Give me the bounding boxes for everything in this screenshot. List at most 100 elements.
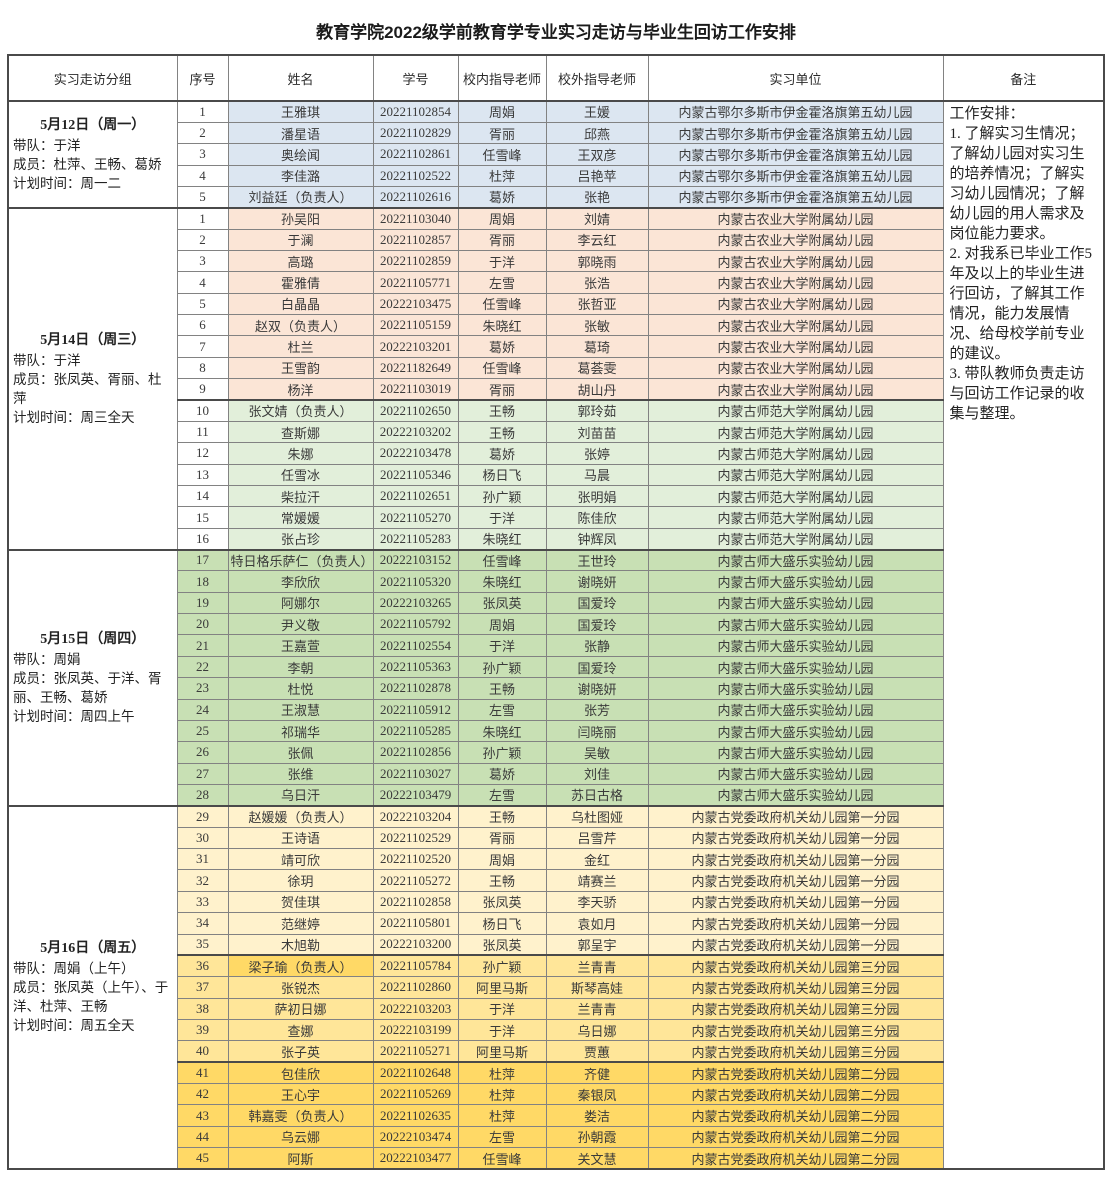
internal-teacher: 葛娇 (457, 335, 547, 358)
student-name: 王心宇 (227, 1083, 374, 1106)
internship-unit: 内蒙古师大盛乐实验幼儿园 (647, 783, 944, 807)
external-teacher: 乌杜图娅 (545, 804, 649, 828)
student-id: 20221102651 (372, 484, 459, 508)
student-id: 20221102858 (372, 890, 459, 914)
row-number: 4 (176, 164, 229, 187)
external-teacher: 娄洁 (545, 1104, 649, 1127)
student-name: 乌日汗 (227, 783, 374, 807)
row-number: 41 (176, 1061, 229, 1085)
external-teacher: 贾蕙 (545, 1040, 649, 1063)
student-id: 20221105269 (372, 1083, 459, 1106)
row-number: 42 (176, 1083, 229, 1106)
student-name: 潘星语 (227, 121, 374, 145)
external-teacher: 李云红 (545, 228, 649, 252)
internal-teacher: 任雪峰 (457, 548, 547, 572)
row-number: 7 (176, 335, 229, 358)
internal-teacher: 左雪 (457, 698, 547, 721)
remark-line: 1. 了解实习生情况；了解幼儿园对实习生的培养情况；了解实习幼儿园情况；了解幼儿… (949, 126, 1085, 242)
student-id: 20222103474 (372, 1125, 459, 1149)
group-info-line: 带队：周娟（上午） (13, 961, 135, 977)
external-teacher: 胡山丹 (545, 378, 649, 401)
internship-unit: 内蒙古师范大学附属幼儿园 (647, 399, 944, 422)
table-row: 3 高璐 20221102859 于洋 郭晓雨 内蒙古农业大学附属幼儿园 (8, 250, 1104, 273)
column-header-6: 实习单位 (647, 54, 944, 102)
schedule-table: 实习走访分组 序号 姓名 学号 校内指导老师 校外指导老师 实习单位 备注 5月12日（周一）… (7, 54, 1105, 1170)
table-row: 22 李朝 20221105363 孙广颖 国爱玲 内蒙古师大盛乐实验幼儿园 (8, 655, 1104, 679)
row-number: 32 (176, 869, 229, 892)
external-teacher: 靖赛兰 (545, 869, 649, 892)
student-name: 包佳欣 (227, 1061, 374, 1085)
student-name: 范继婷 (227, 912, 374, 935)
student-id: 20222103201 (372, 335, 459, 358)
group-label-cell: 5月14日（周三） 带队：于洋 成员：张凤英、胥丽、杜萍 计划时间：周三全天 (7, 206, 178, 551)
student-id: 20221105270 (372, 506, 459, 529)
internal-teacher: 左雪 (457, 783, 547, 807)
row-number: 26 (176, 741, 229, 764)
table-row: 5月15日（周四） 带队：周娟 成员：张凤英、于洋、胥丽、王畅、葛娇 计划时间：周四上… (7, 548, 1104, 807)
student-name: 王嘉萱 (227, 634, 374, 657)
student-name: 于澜 (227, 228, 374, 252)
internship-unit: 内蒙古农业大学附属幼儿园 (647, 356, 944, 380)
internship-unit: 内蒙古师大盛乐实验幼儿园 (647, 698, 944, 721)
column-header-1: 序号 (176, 54, 229, 102)
student-id: 20221102854 (372, 99, 459, 123)
remark-line: 2. 对我系已毕业工作5年及以上的毕业生进行回访，了解其工作情况，能力发展情况、… (949, 246, 1093, 362)
internal-teacher: 张凤英 (457, 591, 547, 615)
internal-teacher: 张凤英 (457, 890, 547, 914)
internal-teacher: 朱晓红 (457, 314, 547, 337)
table-header: 实习走访分组 序号 姓名 学号 校内指导老师 校外指导老师 实习单位 备注 (7, 54, 1105, 102)
external-teacher: 马晨 (545, 463, 649, 486)
internal-teacher: 杜萍 (457, 1104, 547, 1127)
internship-unit: 内蒙古党委政府机关幼儿园第三分园 (647, 1040, 944, 1063)
student-id: 20221105283 (372, 527, 459, 551)
row-number: 24 (176, 698, 229, 721)
internal-teacher: 葛娇 (457, 442, 547, 465)
table-row: 4 霍雅倩 20221105771 左雪 张浩 内蒙古农业大学附属幼儿园 (8, 271, 1104, 294)
external-teacher: 李天骄 (545, 890, 649, 914)
student-name: 王诗语 (227, 826, 374, 850)
student-name: 霍雅倩 (227, 271, 374, 294)
internship-unit: 内蒙古农业大学附属幼儿园 (647, 335, 944, 358)
group-info-line: 计划时间：周三全天 (13, 409, 135, 425)
internal-teacher: 杜萍 (457, 164, 547, 187)
student-name: 查斯娜 (227, 420, 374, 444)
row-number: 37 (176, 976, 229, 999)
external-teacher: 谢晓妍 (545, 677, 649, 700)
table-row: 13 任雪冰 20221105346 杨日飞 马晨 内蒙古师范大学附属幼儿园 (8, 463, 1104, 486)
internal-teacher: 杨日飞 (457, 912, 547, 935)
student-name: 白晶晶 (227, 292, 374, 316)
external-teacher: 邱燕 (545, 121, 649, 145)
group-date: 5月12日（周一） (40, 117, 146, 133)
internship-unit: 内蒙古师范大学附属幼儿园 (647, 463, 944, 486)
table-row: 28 乌日汗 20222103479 左雪 苏日古格 内蒙古师大盛乐实验幼儿园 (8, 783, 1104, 807)
student-name: 特日格乐萨仁（负责人） (227, 548, 374, 572)
group-info-line: 带队：于洋 (13, 137, 81, 153)
row-number: 12 (176, 442, 229, 465)
internship-unit: 内蒙古师大盛乐实验幼儿园 (647, 634, 944, 657)
internship-unit: 内蒙古鄂尔多斯市伊金霍洛旗第五幼儿园 (647, 164, 944, 187)
row-number: 8 (176, 356, 229, 380)
group-label-cell: 5月12日（周一） 带队：于洋 成员：杜萍、王畅、葛娇 计划时间：周一二 (7, 100, 178, 209)
column-header-0: 实习走访分组 (7, 54, 178, 102)
internship-unit: 内蒙古党委政府机关幼儿园第二分园 (647, 1061, 944, 1085)
internship-unit: 内蒙古党委政府机关幼儿园第二分园 (647, 1083, 944, 1106)
internal-teacher: 左雪 (457, 1125, 547, 1149)
student-id: 20221102878 (372, 677, 459, 700)
internal-teacher: 任雪峰 (457, 356, 547, 380)
table-row: 8 王雪韵 20221182649 任雪峰 葛荟雯 内蒙古农业大学附属幼儿园 (8, 356, 1104, 380)
row-number: 19 (176, 591, 229, 615)
student-id: 20221105771 (372, 271, 459, 294)
table-row: 40 张子英 20221105271 阿里马斯 贾蕙 内蒙古党委政府机关幼儿园第三分园 (8, 1040, 1104, 1063)
student-name: 柴拉汗 (227, 484, 374, 508)
external-teacher: 齐健 (545, 1061, 649, 1085)
student-name: 靖可欣 (227, 848, 374, 871)
row-number: 18 (176, 570, 229, 593)
external-teacher: 张静 (545, 634, 649, 657)
row-number: 2 (176, 228, 229, 252)
internal-teacher: 孙广颖 (457, 655, 547, 679)
external-teacher: 钟辉凤 (545, 527, 649, 551)
internship-unit: 内蒙古农业大学附属幼儿园 (647, 271, 944, 294)
student-name: 木旭勒 (227, 933, 374, 956)
row-number: 43 (176, 1104, 229, 1127)
